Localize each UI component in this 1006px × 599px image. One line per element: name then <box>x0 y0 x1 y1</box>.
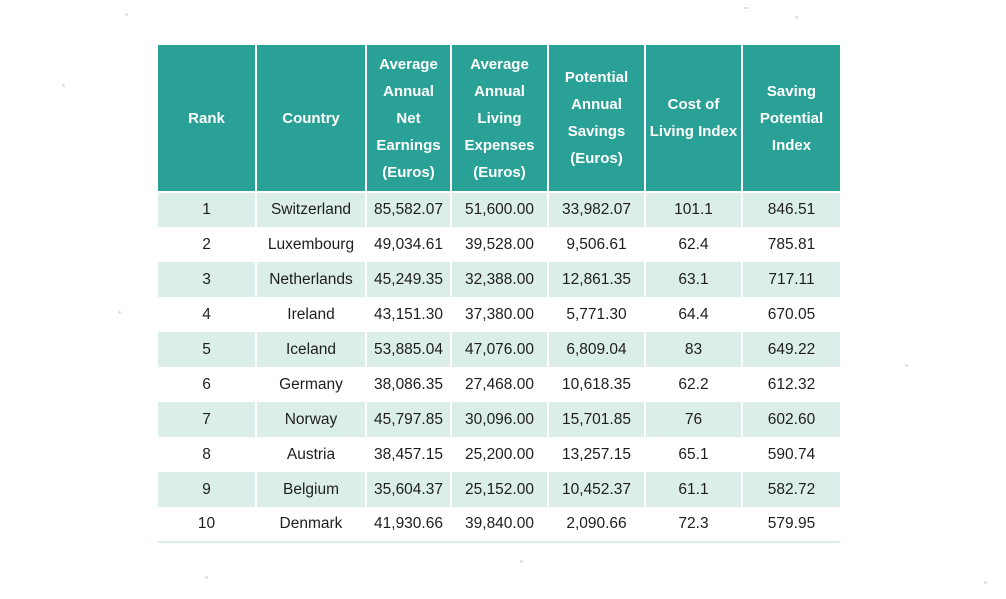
cell-saving-potential-index: 717.11 <box>742 262 840 297</box>
cell-saving-potential-index: 602.60 <box>742 402 840 437</box>
cell-rank: 8 <box>158 437 257 472</box>
cell-rank: 2 <box>158 227 257 262</box>
table-row: 1 Switzerland 85,582.07 51,600.00 33,982… <box>158 192 840 227</box>
cell-country: Germany <box>256 367 367 402</box>
cell-saving-potential-index: 579.95 <box>742 507 840 543</box>
table-row: 2 Luxembourg 49,034.61 39,528.00 9,506.6… <box>158 227 840 262</box>
cell-saving-potential-index: 670.05 <box>742 297 840 332</box>
cell-country: Netherlands <box>256 262 367 297</box>
table-row: 9 Belgium 35,604.37 25,152.00 10,452.37 … <box>158 472 840 507</box>
cell-net-earnings: 35,604.37 <box>366 472 452 507</box>
cell-saving-potential-index: 612.32 <box>742 367 840 402</box>
cell-saving-potential-index: 785.81 <box>742 227 840 262</box>
cell-rank: 6 <box>158 367 257 402</box>
cell-cost-of-living-index: 63.1 <box>645 262 743 297</box>
cell-saving-potential-index: 582.72 <box>742 472 840 507</box>
cell-cost-of-living-index: 101.1 <box>645 192 743 227</box>
cell-potential-savings: 10,452.37 <box>548 472 646 507</box>
cell-country: Belgium <box>256 472 367 507</box>
cell-cost-of-living-index: 72.3 <box>645 507 743 543</box>
cell-potential-savings: 5,771.30 <box>548 297 646 332</box>
col-header-cost-of-living-index: Cost of Living Index <box>645 45 743 193</box>
cell-country: Norway <box>256 402 367 437</box>
cell-rank: 4 <box>158 297 257 332</box>
cell-rank: 10 <box>158 507 257 543</box>
cell-living-expenses: 30,096.00 <box>451 402 549 437</box>
cell-cost-of-living-index: 83 <box>645 332 743 367</box>
cell-living-expenses: 47,076.00 <box>451 332 549 367</box>
cell-country: Switzerland <box>256 192 367 227</box>
noise-speck <box>62 84 65 87</box>
cell-net-earnings: 41,930.66 <box>366 507 452 543</box>
cell-net-earnings: 38,086.35 <box>366 367 452 402</box>
cell-net-earnings: 45,249.35 <box>366 262 452 297</box>
table-row: 7 Norway 45,797.85 30,096.00 15,701.85 7… <box>158 402 840 437</box>
header-row: Rank Country Average Annual Net Earnings… <box>158 45 840 193</box>
cell-net-earnings: 85,582.07 <box>366 192 452 227</box>
cell-net-earnings: 53,885.04 <box>366 332 452 367</box>
cell-living-expenses: 39,840.00 <box>451 507 549 543</box>
noise-speck <box>744 7 749 9</box>
table-row: 6 Germany 38,086.35 27,468.00 10,618.35 … <box>158 367 840 402</box>
cell-living-expenses: 25,152.00 <box>451 472 549 507</box>
cell-net-earnings: 38,457.15 <box>366 437 452 472</box>
cell-rank: 9 <box>158 472 257 507</box>
cell-living-expenses: 39,528.00 <box>451 227 549 262</box>
cell-country: Iceland <box>256 332 367 367</box>
noise-speck <box>905 364 908 367</box>
table-row: 3 Netherlands 45,249.35 32,388.00 12,861… <box>158 262 840 297</box>
col-header-country: Country <box>256 45 367 193</box>
noise-speck <box>125 13 128 16</box>
cell-cost-of-living-index: 62.2 <box>645 367 743 402</box>
cell-country: Austria <box>256 437 367 472</box>
cell-potential-savings: 10,618.35 <box>548 367 646 402</box>
cell-rank: 7 <box>158 402 257 437</box>
cell-living-expenses: 32,388.00 <box>451 262 549 297</box>
cell-living-expenses: 27,468.00 <box>451 367 549 402</box>
cell-cost-of-living-index: 65.1 <box>645 437 743 472</box>
cell-saving-potential-index: 649.22 <box>742 332 840 367</box>
noise-speck <box>118 311 121 314</box>
cell-rank: 3 <box>158 262 257 297</box>
table-row: 4 Ireland 43,151.30 37,380.00 5,771.30 6… <box>158 297 840 332</box>
cell-cost-of-living-index: 61.1 <box>645 472 743 507</box>
table-row: 8 Austria 38,457.15 25,200.00 13,257.15 … <box>158 437 840 472</box>
col-header-net-earnings: Average Annual Net Earnings (Euros) <box>366 45 452 193</box>
col-header-saving-potential-index: Saving Potential Index <box>742 45 840 193</box>
cell-rank: 1 <box>158 192 257 227</box>
cell-net-earnings: 49,034.61 <box>366 227 452 262</box>
noise-speck <box>795 16 798 19</box>
cell-potential-savings: 6,809.04 <box>548 332 646 367</box>
cell-potential-savings: 12,861.35 <box>548 262 646 297</box>
table-row: 5 Iceland 53,885.04 47,076.00 6,809.04 8… <box>158 332 840 367</box>
cell-net-earnings: 45,797.85 <box>366 402 452 437</box>
cell-living-expenses: 51,600.00 <box>451 192 549 227</box>
cell-cost-of-living-index: 64.4 <box>645 297 743 332</box>
noise-speck <box>205 576 208 579</box>
cell-country: Denmark <box>256 507 367 543</box>
col-header-living-expenses: Average Annual Living Expenses (Euros) <box>451 45 549 193</box>
cell-saving-potential-index: 846.51 <box>742 192 840 227</box>
col-header-rank: Rank <box>158 45 257 193</box>
cell-potential-savings: 9,506.61 <box>548 227 646 262</box>
cell-potential-savings: 15,701.85 <box>548 402 646 437</box>
cell-cost-of-living-index: 62.4 <box>645 227 743 262</box>
savings-table: Rank Country Average Annual Net Earnings… <box>158 45 840 543</box>
cell-saving-potential-index: 590.74 <box>742 437 840 472</box>
noise-speck <box>984 581 987 584</box>
cell-potential-savings: 33,982.07 <box>548 192 646 227</box>
cell-living-expenses: 37,380.00 <box>451 297 549 332</box>
cell-cost-of-living-index: 76 <box>645 402 743 437</box>
cell-country: Ireland <box>256 297 367 332</box>
cell-country: Luxembourg <box>256 227 367 262</box>
cell-potential-savings: 13,257.15 <box>548 437 646 472</box>
table-container: Rank Country Average Annual Net Earnings… <box>158 45 840 543</box>
table-row: 10 Denmark 41,930.66 39,840.00 2,090.66 … <box>158 507 840 543</box>
cell-potential-savings: 2,090.66 <box>548 507 646 543</box>
cell-net-earnings: 43,151.30 <box>366 297 452 332</box>
noise-speck <box>520 560 523 563</box>
col-header-potential-savings: Potential Annual Savings (Euros) <box>548 45 646 193</box>
cell-living-expenses: 25,200.00 <box>451 437 549 472</box>
cell-rank: 5 <box>158 332 257 367</box>
